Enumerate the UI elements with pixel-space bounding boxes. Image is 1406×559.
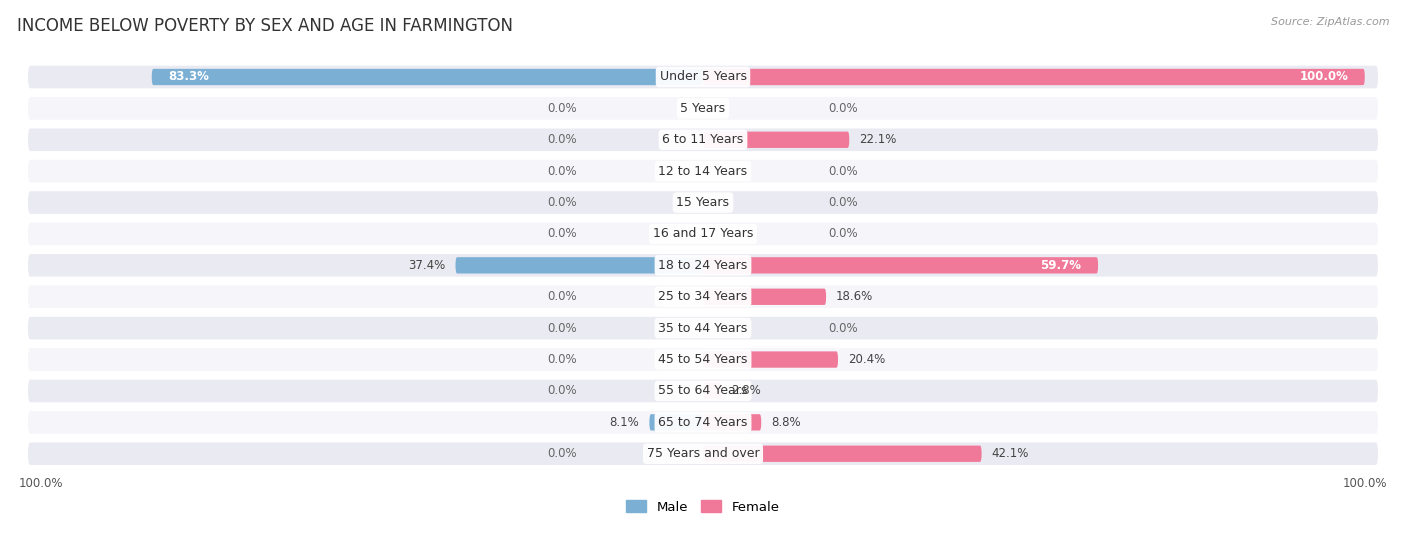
FancyBboxPatch shape [703, 446, 981, 462]
FancyBboxPatch shape [28, 411, 1378, 434]
Text: 6 to 11 Years: 6 to 11 Years [662, 133, 744, 146]
FancyBboxPatch shape [28, 380, 1378, 402]
Text: 5 Years: 5 Years [681, 102, 725, 115]
Text: 22.1%: 22.1% [859, 133, 897, 146]
Legend: Male, Female: Male, Female [626, 500, 780, 514]
FancyBboxPatch shape [28, 66, 1378, 88]
FancyBboxPatch shape [703, 288, 827, 305]
Text: 45 to 54 Years: 45 to 54 Years [658, 353, 748, 366]
FancyBboxPatch shape [28, 222, 1378, 245]
Text: 0.0%: 0.0% [548, 385, 578, 397]
Text: 18.6%: 18.6% [837, 290, 873, 303]
FancyBboxPatch shape [703, 352, 838, 368]
FancyBboxPatch shape [28, 442, 1378, 465]
Text: 12 to 14 Years: 12 to 14 Years [658, 165, 748, 178]
FancyBboxPatch shape [28, 160, 1378, 182]
FancyBboxPatch shape [703, 131, 849, 148]
FancyBboxPatch shape [152, 69, 703, 85]
Text: 0.0%: 0.0% [828, 102, 858, 115]
Text: 0.0%: 0.0% [828, 196, 858, 209]
Text: 8.8%: 8.8% [770, 416, 801, 429]
Text: 59.7%: 59.7% [1040, 259, 1081, 272]
FancyBboxPatch shape [28, 254, 1378, 277]
Text: 0.0%: 0.0% [548, 353, 578, 366]
Text: 16 and 17 Years: 16 and 17 Years [652, 228, 754, 240]
Text: 0.0%: 0.0% [828, 321, 858, 335]
Text: 0.0%: 0.0% [548, 165, 578, 178]
Text: 0.0%: 0.0% [548, 133, 578, 146]
FancyBboxPatch shape [28, 97, 1378, 120]
Text: 15 Years: 15 Years [676, 196, 730, 209]
FancyBboxPatch shape [28, 317, 1378, 339]
Text: 42.1%: 42.1% [991, 447, 1029, 460]
Text: 65 to 74 Years: 65 to 74 Years [658, 416, 748, 429]
Text: 100.0%: 100.0% [1299, 70, 1348, 83]
Text: 2.8%: 2.8% [731, 385, 761, 397]
Text: 75 Years and over: 75 Years and over [647, 447, 759, 460]
FancyBboxPatch shape [703, 257, 1098, 273]
Text: 8.1%: 8.1% [610, 416, 640, 429]
Text: 0.0%: 0.0% [548, 321, 578, 335]
FancyBboxPatch shape [28, 191, 1378, 214]
Text: 37.4%: 37.4% [408, 259, 446, 272]
Text: 20.4%: 20.4% [848, 353, 886, 366]
FancyBboxPatch shape [703, 414, 761, 430]
Text: 55 to 64 Years: 55 to 64 Years [658, 385, 748, 397]
Text: 0.0%: 0.0% [548, 102, 578, 115]
Text: Source: ZipAtlas.com: Source: ZipAtlas.com [1271, 17, 1389, 27]
FancyBboxPatch shape [650, 414, 703, 430]
FancyBboxPatch shape [703, 69, 1365, 85]
FancyBboxPatch shape [703, 383, 721, 399]
Text: 0.0%: 0.0% [828, 165, 858, 178]
FancyBboxPatch shape [28, 348, 1378, 371]
Text: 0.0%: 0.0% [548, 196, 578, 209]
Text: INCOME BELOW POVERTY BY SEX AND AGE IN FARMINGTON: INCOME BELOW POVERTY BY SEX AND AGE IN F… [17, 17, 513, 35]
Text: 0.0%: 0.0% [548, 290, 578, 303]
Text: 0.0%: 0.0% [548, 447, 578, 460]
Text: 83.3%: 83.3% [169, 70, 209, 83]
Text: 35 to 44 Years: 35 to 44 Years [658, 321, 748, 335]
Text: Under 5 Years: Under 5 Years [659, 70, 747, 83]
Text: 0.0%: 0.0% [828, 228, 858, 240]
FancyBboxPatch shape [28, 129, 1378, 151]
Text: 25 to 34 Years: 25 to 34 Years [658, 290, 748, 303]
FancyBboxPatch shape [456, 257, 703, 273]
Text: 0.0%: 0.0% [548, 228, 578, 240]
FancyBboxPatch shape [28, 286, 1378, 308]
Text: 18 to 24 Years: 18 to 24 Years [658, 259, 748, 272]
